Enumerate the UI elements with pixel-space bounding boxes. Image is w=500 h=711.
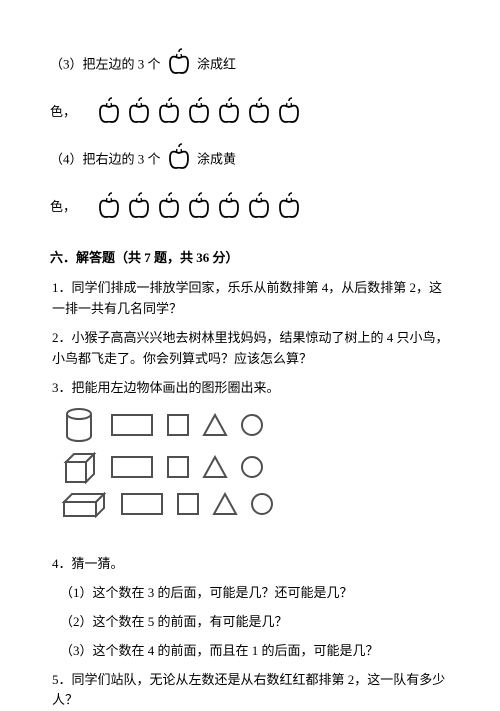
problem-3: 3．把能用左边物体画出的图形圈出来。	[52, 378, 450, 399]
circle-icon	[240, 413, 264, 437]
triangle-icon	[212, 492, 238, 516]
problem-5: 5．同学们站队，无论从左数还是从右数红红都排第 2，这一队有多少人？	[52, 670, 450, 711]
apple-icon	[216, 192, 242, 220]
cube-icon	[60, 450, 98, 484]
problem-4-1: （1）这个数在 3 的后面，可能是几？还可能是几？	[60, 583, 450, 604]
shapes-panel	[60, 406, 450, 518]
triangle-icon	[202, 455, 228, 479]
apple-icon	[166, 143, 192, 178]
circle-icon	[240, 455, 264, 479]
problem-4-3: （3）这个数在 4 的前面，而且在 1 的后面，可能是几？	[60, 641, 450, 662]
apple-icon	[156, 192, 182, 220]
square-icon	[176, 492, 200, 516]
problem-1: 1．同学们排成一排放学回家，乐乐从前数排第 4，从后数排第 2，这一排一共有几名…	[52, 278, 450, 320]
apple-row-3	[96, 97, 302, 125]
q3-suffix: 涂成红	[197, 56, 236, 71]
square-icon	[166, 413, 190, 437]
apple-icon	[96, 97, 122, 125]
q3-prefix: （3）把左边的 3 个	[50, 56, 161, 71]
apple-icon	[186, 192, 212, 220]
apple-icon	[156, 97, 182, 125]
square-icon	[166, 455, 190, 479]
q4-suffix: 涂成黄	[197, 151, 236, 166]
apple-icon	[96, 192, 122, 220]
cuboid-icon	[60, 490, 108, 518]
apple-icon	[186, 97, 212, 125]
cylinder-icon	[60, 406, 98, 444]
apple-icon	[126, 192, 152, 220]
triangle-icon	[202, 413, 228, 437]
apple-icon	[246, 97, 272, 125]
shapes-row-3	[60, 490, 450, 518]
apple-row-4	[96, 192, 302, 220]
apple-icon	[246, 192, 272, 220]
problem-2: 2．小猴子高高兴兴地去树林里找妈妈，结果惊动了树上的 4 只小鸟，小鸟都飞走了。…	[52, 328, 450, 370]
section-6-title: 六．解答题（共 7 题，共 36 分）	[50, 248, 450, 269]
q3-end-row: 色，	[50, 91, 450, 135]
shapes-row-2	[60, 450, 450, 484]
apple-icon	[276, 97, 302, 125]
q4-end: 色，	[50, 197, 76, 218]
q4-end-row: 色，	[50, 186, 450, 230]
apple-icon	[126, 97, 152, 125]
q4-prefix: （4）把右边的 3 个	[50, 151, 161, 166]
apple-icon	[216, 97, 242, 125]
question-3: （3）把左边的 3 个 涂成红	[50, 48, 450, 83]
q3-end: 色，	[50, 102, 76, 123]
problem-4-2: （2）这个数在 5 的前面，有可能是几？	[60, 612, 450, 633]
rectangle-icon	[120, 492, 164, 516]
rectangle-icon	[110, 413, 154, 437]
shapes-row-1	[60, 406, 450, 444]
question-4: （4）把右边的 3 个 涂成黄	[50, 143, 450, 178]
circle-icon	[250, 492, 274, 516]
problem-4: 4．猜一猜。	[52, 554, 450, 575]
rectangle-icon	[110, 455, 154, 479]
apple-icon	[166, 48, 192, 83]
apple-icon	[276, 192, 302, 220]
